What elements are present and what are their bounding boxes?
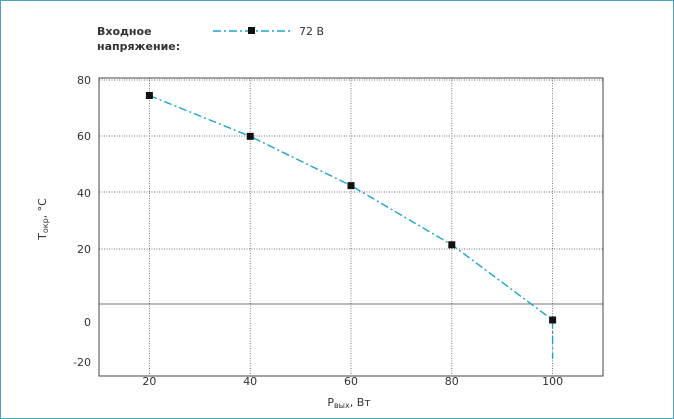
series-line — [149, 94, 554, 358]
grid — [98, 77, 604, 377]
x-tick-label: 80 — [445, 375, 459, 388]
data-point — [145, 91, 153, 99]
legend: Входное напряжение: 72 В — [97, 25, 324, 53]
y-tick-label: 60 — [77, 130, 91, 143]
tick-labels: 80 60 40 20 0 -20 20 40 60 80 100 — [73, 74, 563, 388]
y-tick-label: -20 — [73, 356, 91, 369]
legend-title-line1: Входное — [97, 25, 152, 38]
data-point — [549, 316, 557, 324]
x-tick-label: 40 — [243, 375, 257, 388]
x-tick-label: 20 — [142, 375, 156, 388]
x-tick-label: 60 — [344, 375, 358, 388]
y-axis-label: Tокр, °C — [36, 198, 50, 241]
data-point — [347, 182, 355, 190]
legend-series-marker — [248, 27, 255, 34]
x-tick-label: 100 — [542, 375, 563, 388]
x-axis-label: Pвых, Вт — [327, 396, 371, 410]
y-tick-label: 0 — [84, 316, 91, 329]
y-tick-label: 20 — [77, 243, 91, 256]
legend-series-label: 72 В — [299, 25, 324, 38]
y-tick-label: 40 — [77, 187, 91, 200]
series-layer — [145, 91, 557, 358]
data-point — [448, 241, 456, 249]
legend-title-line2: напряжение: — [97, 40, 180, 53]
y-tick-label: 80 — [77, 74, 91, 87]
data-point — [246, 132, 254, 140]
